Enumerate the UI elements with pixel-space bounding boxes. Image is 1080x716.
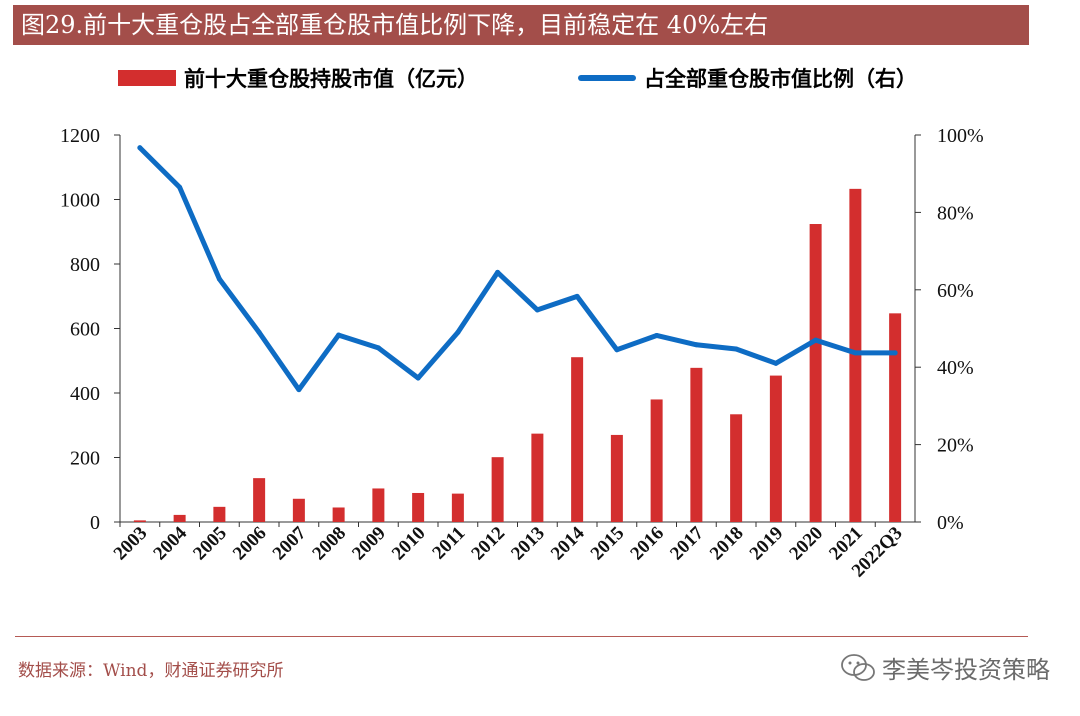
left-tick-label: 400	[70, 383, 100, 405]
right-tick-label: 60%	[937, 280, 974, 302]
bar	[809, 224, 822, 522]
legend-item-line: 占全部重仓股市值比例（右）	[578, 60, 917, 96]
legend: 前十大重仓股持股市值（亿元） 占全部重仓股市值比例（右）	[0, 60, 1080, 96]
source-divider	[15, 636, 1028, 637]
bar	[451, 493, 464, 522]
x-tick-label: 2003	[110, 523, 152, 565]
bar	[650, 399, 663, 522]
x-tick-label: 2009	[348, 523, 390, 565]
legend-item-bar: 前十大重仓股持股市值（亿元）	[118, 60, 478, 96]
ratio-point	[813, 337, 819, 343]
x-tick-label: 2005	[189, 523, 231, 565]
bar	[412, 492, 425, 522]
ratio-point	[693, 342, 699, 348]
x-tick-label: 2020	[785, 523, 827, 565]
bar	[690, 367, 703, 522]
legend-line-label: 占全部重仓股市值比例（右）	[644, 66, 917, 91]
x-tick-label: 2018	[706, 523, 748, 565]
x-tick-label: 2015	[587, 523, 629, 565]
x-tick-label: 2004	[149, 522, 191, 564]
right-tick-label: 80%	[937, 202, 974, 224]
ratio-point	[892, 350, 898, 356]
bar	[372, 488, 385, 522]
ratio-point	[415, 375, 421, 381]
ratio-line	[137, 145, 898, 393]
ratio-point	[733, 346, 739, 352]
ratio-point	[256, 329, 262, 335]
source-note: 数据来源：Wind，财通证券研究所	[18, 661, 284, 681]
left-tick-label: 1000	[60, 190, 100, 212]
bar	[730, 414, 743, 522]
watermark: 李美岑投资策略	[840, 650, 1050, 685]
legend-bar-swatch	[118, 70, 176, 86]
x-tick-label: 2008	[308, 523, 350, 565]
ratio-point	[296, 387, 302, 393]
bar	[491, 457, 504, 522]
ratio-point	[375, 345, 381, 351]
chart-title: 图29.前十大重仓股占全部重仓股市值比例下降，目前稳定在 40%左右	[13, 5, 1029, 45]
bar	[610, 434, 623, 522]
bar	[133, 520, 146, 522]
bar	[292, 498, 305, 522]
ratio-point	[495, 269, 501, 275]
left-tick-label: 800	[70, 254, 100, 276]
bar	[332, 507, 345, 522]
ratio-point	[654, 332, 660, 338]
x-tick-label: 2014	[547, 522, 589, 564]
chart-area: 0 200 400 600 800 1000 1200 0% 20% 40% 60% 80% 100% 2…	[60, 125, 984, 582]
ratio-point	[773, 360, 779, 366]
x-tick-label: 2011	[428, 523, 469, 564]
left-tick-label: 0	[90, 512, 100, 534]
x-tick-label: 2006	[229, 523, 271, 565]
x-tick-label: 2016	[626, 523, 668, 565]
left-tick-label: 600	[70, 319, 100, 341]
bar	[173, 514, 186, 522]
watermark-text: 李美岑投资策略	[882, 656, 1050, 684]
x-tick-label: 2013	[507, 523, 549, 565]
bar	[889, 313, 902, 522]
left-tick-label: 1200	[60, 125, 100, 147]
ratio-point	[137, 145, 143, 151]
x-tick-label: 2019	[746, 523, 788, 565]
bar	[571, 357, 584, 522]
right-tick-label: 100%	[937, 125, 984, 147]
bar	[531, 433, 544, 522]
bar	[849, 188, 862, 523]
legend-line-swatch	[578, 75, 636, 81]
ratio-point	[455, 329, 461, 335]
right-tick-label: 0%	[937, 512, 964, 534]
ratio-point	[177, 184, 183, 190]
bar	[769, 375, 782, 522]
ratio-point	[216, 276, 222, 282]
ratio-point	[852, 350, 858, 356]
wechat-icon	[841, 653, 875, 681]
x-tick-label: 2007	[269, 522, 311, 564]
ratio-point	[614, 347, 620, 353]
x-tick-label: 2010	[388, 523, 430, 565]
x-tick-label: 2017	[666, 522, 708, 564]
legend-bar-label: 前十大重仓股持股市值（亿元）	[184, 66, 478, 91]
right-tick-label: 40%	[937, 357, 974, 379]
right-tick-label: 20%	[937, 435, 974, 457]
left-tick-label: 200	[70, 448, 100, 470]
ratio-point	[574, 293, 580, 299]
ratio-point	[534, 307, 540, 313]
bar	[213, 506, 226, 522]
bar	[253, 478, 266, 522]
x-tick-label: 2012	[467, 523, 509, 565]
ratio-point	[336, 332, 342, 338]
